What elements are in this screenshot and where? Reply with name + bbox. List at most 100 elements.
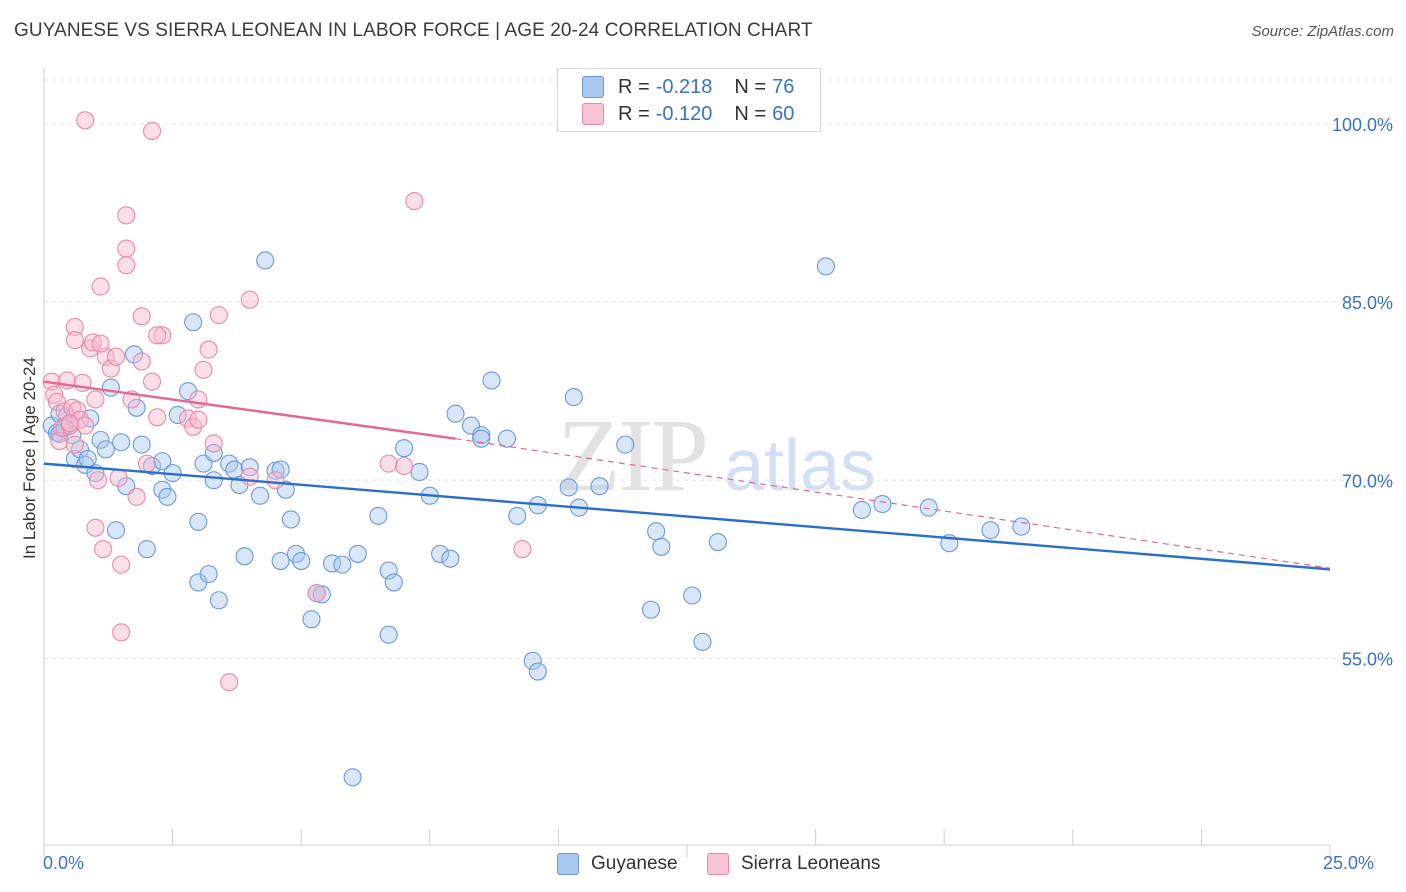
- guyanese-point: [271, 552, 290, 571]
- guyanese-point: [204, 443, 223, 462]
- guyanese-point: [184, 313, 203, 332]
- guyanese-point: [101, 378, 120, 397]
- guyanese-point: [235, 547, 254, 566]
- sierra-leonean-point: [65, 317, 84, 337]
- sierra-leonean-point: [189, 390, 208, 409]
- legend-n-label: N =: [734, 102, 767, 125]
- sierra-leonean-point: [47, 392, 66, 411]
- guyanese-point: [497, 429, 517, 448]
- guyanese-point: [132, 435, 151, 454]
- sierra-leonean-point: [101, 359, 120, 378]
- watermark-atlas: atlas: [724, 426, 876, 506]
- guyanese-point: [199, 565, 218, 584]
- guyanese-point: [220, 454, 239, 473]
- sierra-leonean-point: [83, 333, 102, 352]
- legend-n-value: 60: [772, 102, 795, 125]
- sierra-leonean-point: [91, 277, 110, 296]
- guyanese-point: [343, 768, 362, 787]
- legend-r-value: -0.218: [655, 75, 713, 98]
- y-tick-label: 70.0%: [1342, 471, 1393, 491]
- sierra-leonean-point: [137, 454, 156, 473]
- guyanese-point: [204, 471, 223, 490]
- guyanese-point: [641, 600, 661, 619]
- guyanese-point: [209, 591, 228, 610]
- guyanese-point: [189, 512, 208, 531]
- guyanese-point: [225, 460, 244, 479]
- watermark: ZIP atlas: [557, 398, 876, 513]
- guyanese-point: [852, 500, 871, 520]
- y-tick-label: 85.0%: [1342, 293, 1393, 313]
- sierra-leonean-point: [88, 471, 108, 490]
- legend-item-guyanese[interactable]: Guyanese: [557, 852, 678, 876]
- legend-row-sierra-leoneans: R = -0.120 N = 60: [582, 101, 794, 127]
- chart-title: GUYANESE VS SIERRA LEONEAN IN LABOR FORC…: [14, 20, 813, 41]
- guyanese-point: [281, 510, 300, 529]
- gridlines: [44, 79, 1395, 659]
- guyanese-point: [564, 388, 583, 407]
- legend-swatch-pink: [707, 853, 729, 875]
- correlation-legend: R = -0.218 N = 76 R = -0.120 N = 60: [557, 68, 821, 132]
- guyanese-point: [472, 429, 491, 448]
- guyanese-point: [65, 449, 84, 468]
- guyanese-point: [528, 662, 547, 681]
- sierra-leonean-point: [94, 540, 113, 559]
- sierra-leonean-point: [132, 352, 151, 371]
- legend-r-label: R =: [618, 102, 650, 125]
- sierra-leonean-points: [42, 111, 532, 692]
- sierra-leonean-point: [266, 471, 285, 490]
- guyanese-point: [333, 555, 352, 574]
- legend-r-label: R =: [618, 75, 650, 98]
- guyanese-point: [292, 552, 311, 571]
- guyanese-point: [441, 549, 460, 568]
- legend-item-sierra-leoneans[interactable]: Sierra Leoneans: [707, 852, 880, 876]
- guyanese-point: [410, 462, 429, 481]
- guyanese-points: [42, 251, 1031, 787]
- sierra-leonean-point: [60, 414, 79, 433]
- guyanese-point: [137, 540, 156, 559]
- guyanese-point: [158, 487, 177, 506]
- sierra-leonean-point: [117, 239, 136, 258]
- legend-label-sierra-leoneans: Sierra Leoneans: [741, 853, 881, 874]
- guyanese-point: [559, 478, 578, 497]
- sierra-leonean-point: [142, 121, 162, 141]
- guyanese-point: [482, 371, 501, 390]
- guyanese-point: [873, 494, 892, 514]
- sierra-leonean-point: [513, 540, 532, 559]
- sierra-leonean-point: [91, 334, 110, 353]
- sierra-leonean-point: [240, 467, 259, 486]
- watermark-zip: ZIP: [557, 398, 707, 513]
- legend-n-value: 76: [772, 75, 795, 98]
- sierra-leonean-point: [65, 331, 84, 350]
- guyanese-point: [816, 257, 835, 276]
- guyanese-point: [652, 537, 671, 556]
- guyanese-point: [106, 521, 126, 540]
- legend-row-guyanese: R = -0.218 N = 76: [582, 74, 794, 100]
- guyanese-point: [153, 452, 172, 471]
- guyanese-point: [168, 405, 187, 424]
- y-tick-label: 55.0%: [1342, 649, 1393, 669]
- sierra-leonean-point: [127, 487, 146, 506]
- guyanese-point: [693, 632, 712, 651]
- sierra-leonean-point: [395, 456, 414, 476]
- sierra-leonean-point: [405, 192, 424, 211]
- guyanese-point: [256, 251, 275, 270]
- sierra-leonean-point: [240, 290, 259, 309]
- guyanese-point: [250, 486, 270, 505]
- guyanese-point: [240, 458, 259, 477]
- legend-swatch-pink: [582, 103, 604, 125]
- guyanese-point: [348, 544, 367, 563]
- y-tick-labels: 55.0% 70.0% 85.0% 100.0%: [1332, 115, 1393, 670]
- sierra-leonean-point: [76, 416, 95, 435]
- guyanese-point: [919, 498, 938, 517]
- sierra-leonean-point: [220, 673, 239, 692]
- sierra-leonean-point: [194, 360, 213, 379]
- sierra-leonean-trend-extension: [455, 438, 1331, 569]
- sierra-leonean-point: [199, 340, 218, 359]
- sierra-leonean-point: [86, 390, 105, 409]
- sierra-leonean-point: [45, 385, 64, 404]
- guyanese-point: [395, 439, 414, 458]
- sierra-leonean-point: [148, 408, 167, 427]
- sierra-leonean-point: [189, 410, 208, 429]
- guyanese-trend-line: [43, 462, 1331, 571]
